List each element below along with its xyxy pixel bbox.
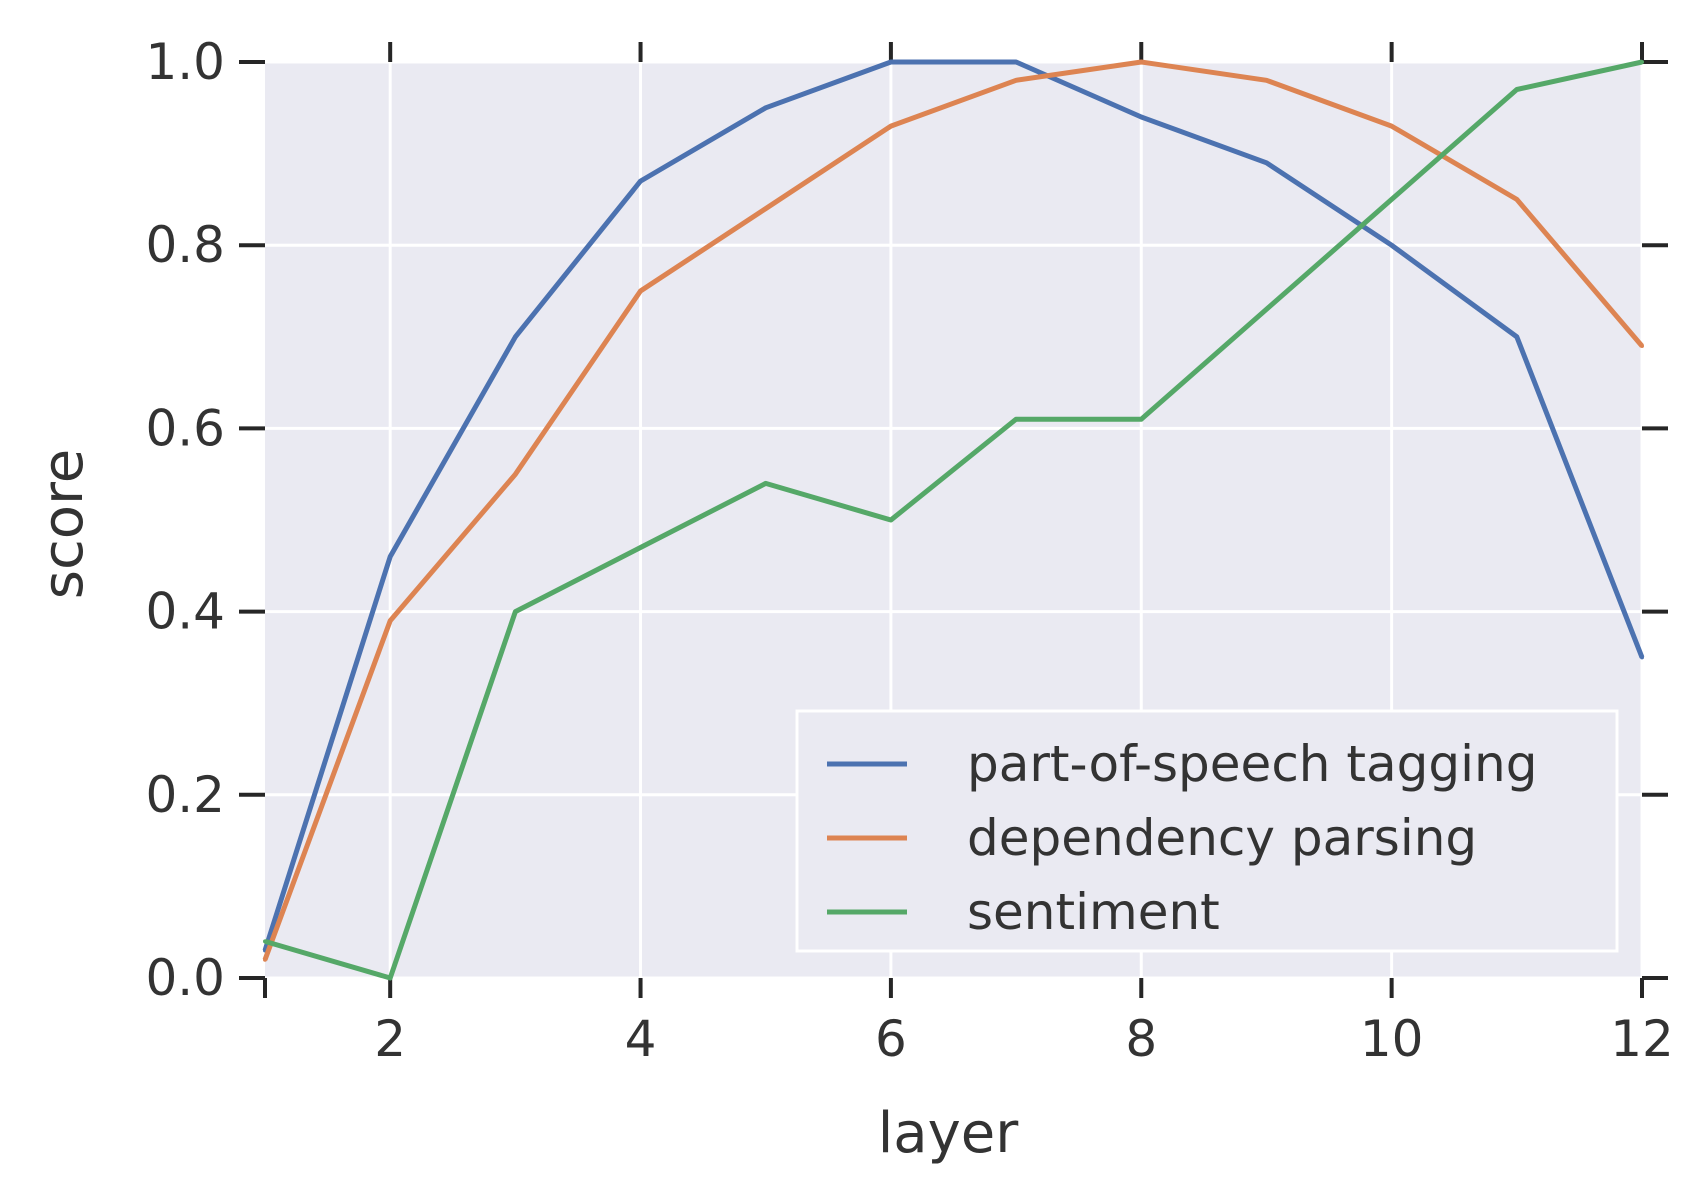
data-point [513,472,518,477]
data-point [1139,417,1144,422]
data-point [1264,307,1269,312]
data-point [1640,344,1644,348]
x-tick-label: 10 [1360,1010,1424,1068]
data-point [1139,115,1144,119]
data-point [1640,655,1644,660]
series-line-2 [262,59,1644,961]
data-point [388,976,393,980]
data-point [1640,60,1644,64]
data-point [888,124,893,129]
data-point [263,957,267,962]
data-point [263,939,267,944]
data-point [1389,197,1394,202]
x-axis-label: layer [878,1101,1019,1166]
data-point [638,289,643,293]
data-point [638,545,643,550]
data-point [1389,243,1394,248]
data-point [388,554,393,559]
data-point [763,481,768,486]
x-tick-label: 12 [1610,1010,1674,1068]
x-tick-label: 6 [875,1010,907,1068]
y-tick-label: 0.2 [145,766,225,824]
y-axis-label: score [31,449,96,599]
data-point [638,179,643,184]
y-tick-label: 0.6 [145,399,225,457]
data-point [388,618,393,623]
data-point [1264,78,1269,83]
y-tick-label: 0.8 [145,216,225,274]
data-point [888,518,893,522]
x-tick-label: 2 [374,1010,406,1068]
y-tick-label: 1.0 [145,33,225,91]
legend-label: dependency parsing [967,809,1477,867]
series-line-1 [262,59,1645,952]
x-tick-label: 8 [1125,1010,1157,1068]
x-tick-label: 4 [625,1010,657,1068]
data-point [1514,334,1519,339]
legend-label: sentiment [967,883,1220,941]
data-point [1264,160,1269,165]
data-point [888,60,893,64]
legend-box [795,709,1619,953]
data-point [1014,60,1019,64]
data-point [513,334,518,339]
data-point [1014,78,1019,83]
data-point [1014,417,1019,422]
data-point [763,206,768,211]
data-point [1389,124,1394,129]
y-tick-label: 0.0 [145,949,225,1007]
series-line-3 [264,59,1643,981]
y-tick-label: 0.4 [145,583,225,641]
data-point [1514,87,1519,92]
data-point [513,609,518,614]
data-point [1514,197,1519,202]
data-point [1139,60,1144,64]
legend-label: part-of-speech tagging [967,735,1537,793]
data-point [763,105,768,110]
